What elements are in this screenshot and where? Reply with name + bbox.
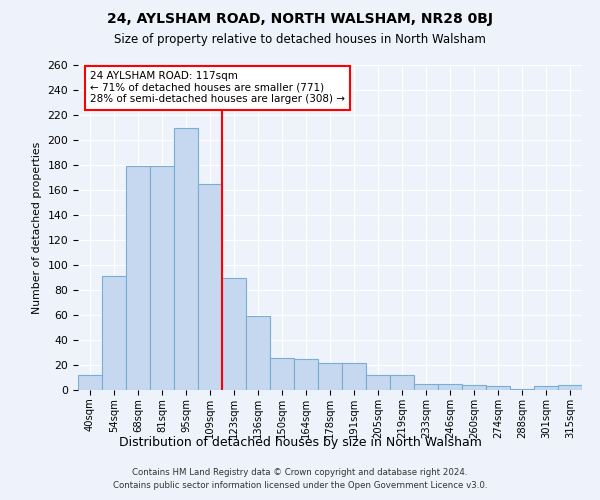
Bar [294, 359, 318, 390]
Text: 24 AYLSHAM ROAD: 117sqm
← 71% of detached houses are smaller (771)
28% of semi-d: 24 AYLSHAM ROAD: 117sqm ← 71% of detache… [90, 71, 345, 104]
Bar [78, 375, 102, 390]
Bar [150, 166, 174, 390]
Bar [390, 375, 414, 390]
Bar [126, 166, 150, 390]
Bar [198, 184, 222, 390]
Bar [318, 362, 342, 390]
Text: Contains HM Land Registry data © Crown copyright and database right 2024.: Contains HM Land Registry data © Crown c… [132, 468, 468, 477]
Bar [342, 362, 366, 390]
Bar [414, 384, 438, 390]
Bar [462, 385, 486, 390]
Bar [534, 386, 558, 390]
Text: Size of property relative to detached houses in North Walsham: Size of property relative to detached ho… [114, 32, 486, 46]
Text: Distribution of detached houses by size in North Walsham: Distribution of detached houses by size … [119, 436, 481, 449]
Bar [246, 316, 270, 390]
Text: 24, AYLSHAM ROAD, NORTH WALSHAM, NR28 0BJ: 24, AYLSHAM ROAD, NORTH WALSHAM, NR28 0B… [107, 12, 493, 26]
Bar [174, 128, 198, 390]
Text: Contains public sector information licensed under the Open Government Licence v3: Contains public sector information licen… [113, 482, 487, 490]
Bar [558, 385, 582, 390]
Bar [366, 375, 390, 390]
Bar [222, 278, 246, 390]
Bar [270, 358, 294, 390]
Bar [510, 389, 534, 390]
Bar [102, 276, 126, 390]
Bar [486, 386, 510, 390]
Y-axis label: Number of detached properties: Number of detached properties [32, 142, 42, 314]
Bar [438, 384, 462, 390]
